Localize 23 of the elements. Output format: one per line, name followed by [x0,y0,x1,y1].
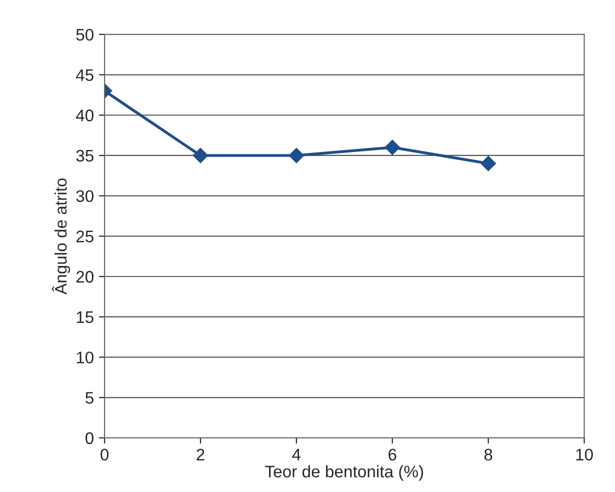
y-tick-label: 45 [76,69,94,81]
point [384,140,400,155]
y-tick-label: 10 [76,352,94,364]
y-tick-label: 15 [76,311,94,324]
x-tick-label: 10 [576,448,593,461]
x-tick-label: 4 [292,448,301,460]
point [192,148,208,164]
y-tick-label: 0 [86,432,94,444]
y-tick-label: 30 [76,190,94,202]
point [288,148,304,164]
x-tick-label: 0 [100,448,109,461]
x-tick-label: 8 [484,448,492,461]
point [480,156,496,172]
y-axis-title: Ângulo de atrito [52,178,70,294]
y-tick-label: 5 [86,392,94,404]
y-tick-label: 40 [76,110,94,122]
y-tick-label: 35 [76,150,94,162]
x-axis-title: Teor de bentonita (%) [265,465,424,481]
x-tick-label: 2 [196,448,204,460]
y-tick-label: 50 [76,28,94,41]
y-tick-label: 20 [76,270,94,283]
x-tick-label: 6 [388,448,396,461]
y-tick-label: 25 [76,230,94,242]
